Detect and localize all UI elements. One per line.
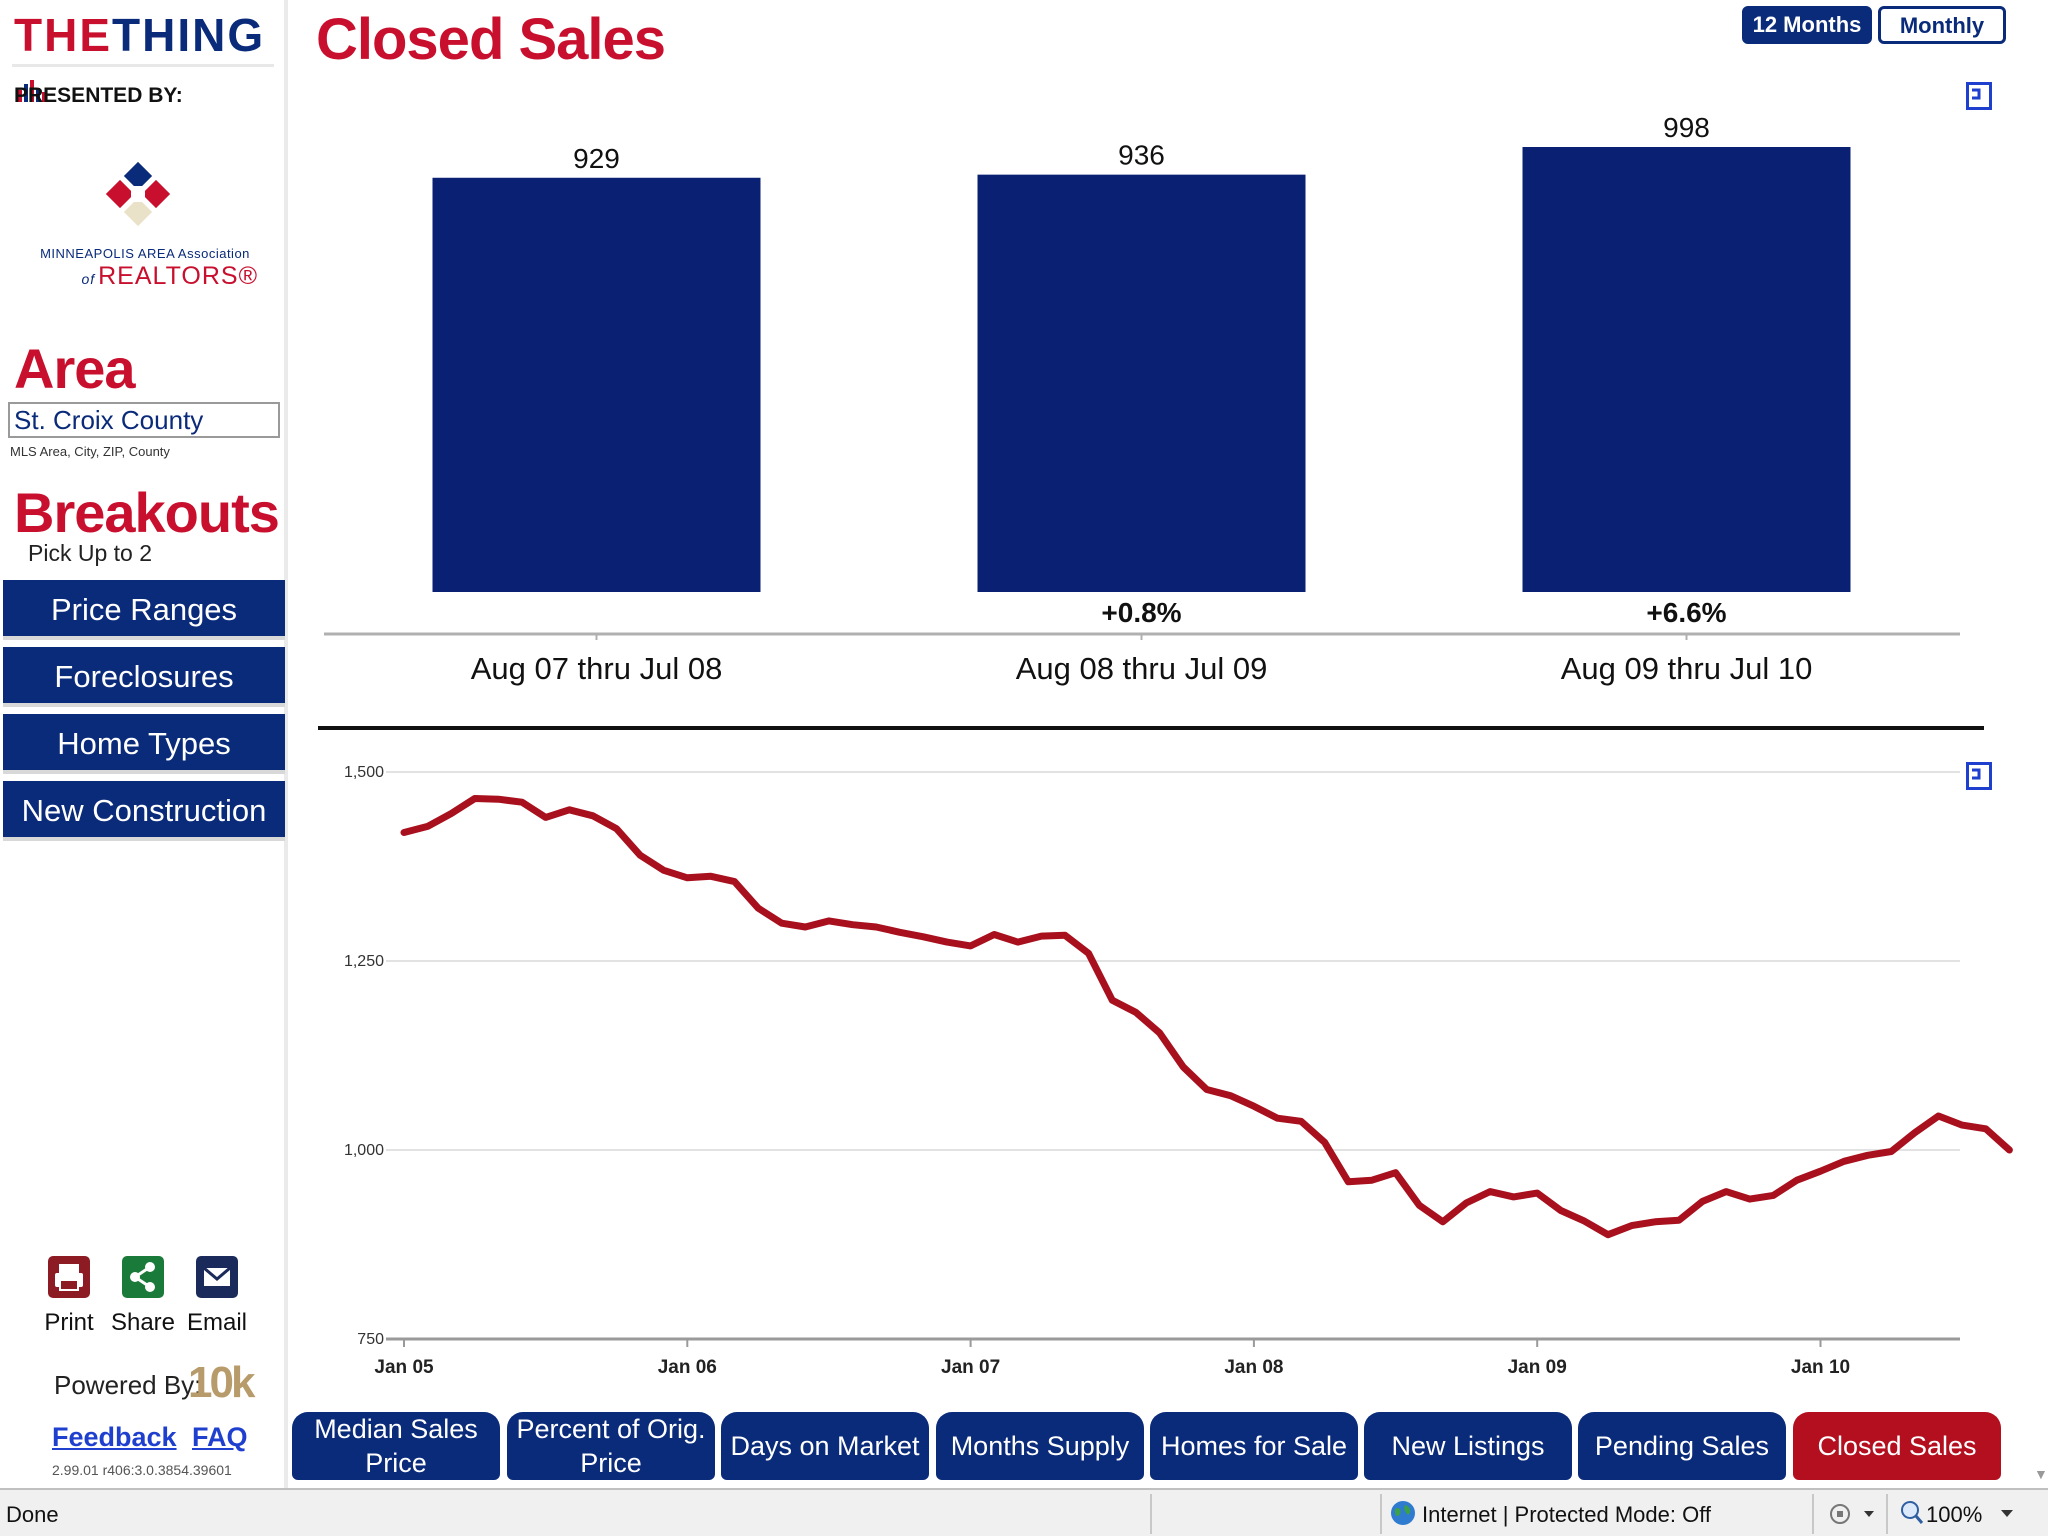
bar-category-label: Aug 09 thru Jul 10 bbox=[1561, 651, 1813, 686]
bar-chart-icon bbox=[18, 80, 46, 102]
breakout-foreclosures-button[interactable]: Foreclosures bbox=[3, 647, 285, 707]
breakout-home-types-button[interactable]: Home Types bbox=[3, 714, 285, 774]
status-separator bbox=[1380, 1494, 1382, 1534]
zoom-dropdown-icon[interactable] bbox=[2000, 1506, 2014, 1520]
faq-link[interactable]: FAQ bbox=[192, 1422, 248, 1452]
email-action[interactable]: Email bbox=[182, 1256, 252, 1337]
breakout-price-ranges-button[interactable]: Price Ranges bbox=[3, 580, 285, 640]
zoom-icon bbox=[1901, 1501, 1924, 1524]
tab-percent-of-orig-price[interactable]: Percent of Orig. Price bbox=[507, 1412, 715, 1480]
bar bbox=[1522, 147, 1851, 592]
tab-label: Median Sales Price bbox=[314, 1414, 478, 1478]
sponsor-name-line1: MINNEAPOLIS AREA Association bbox=[40, 246, 250, 261]
bar-category-label: Aug 08 thru Jul 09 bbox=[1016, 651, 1268, 686]
print-action[interactable]: Print bbox=[34, 1256, 104, 1337]
tab-label: Pending Sales bbox=[1594, 1431, 1770, 1461]
print-label: Print bbox=[44, 1309, 94, 1336]
feedback-link[interactable]: Feedback bbox=[52, 1422, 177, 1452]
bar-category-label: Aug 07 thru Jul 08 bbox=[471, 651, 723, 686]
area-heading: Area bbox=[14, 337, 136, 400]
x-tick-label: Jan 09 bbox=[1508, 1357, 1567, 1378]
bar-chart: 929 Aug 07 thru Jul 08 936 +0.8% Aug 08 thru… bbox=[324, 112, 1960, 686]
tab-months-supply[interactable]: Months Supply bbox=[936, 1412, 1144, 1480]
powered-by-label: Powered By: bbox=[54, 1370, 202, 1400]
bar-value-label: 929 bbox=[573, 143, 620, 174]
email-icon bbox=[196, 1256, 238, 1298]
monthly-toggle[interactable]: Monthly bbox=[1878, 6, 2006, 44]
area-hint: MLS Area, City, ZIP, County bbox=[10, 444, 170, 459]
y-tick-label: 1,500 bbox=[344, 764, 384, 781]
bar-value-label: 936 bbox=[1118, 140, 1165, 171]
breakouts-hint: Pick Up to 2 bbox=[28, 540, 152, 566]
tab-new-listings[interactable]: New Listings bbox=[1364, 1412, 1572, 1480]
x-tick-label: Jan 08 bbox=[1224, 1357, 1283, 1378]
y-tick-label: 750 bbox=[357, 1331, 384, 1348]
status-separator bbox=[1812, 1494, 1814, 1534]
expand-bar-chart-icon[interactable] bbox=[1966, 82, 1992, 110]
logo-divider bbox=[12, 64, 274, 67]
tab-label: Closed Sales bbox=[1817, 1431, 1977, 1461]
status-separator bbox=[1150, 1494, 1152, 1534]
sponsor-realtors-text: REALTORS® bbox=[98, 262, 258, 290]
x-tick-label: Jan 07 bbox=[941, 1357, 1000, 1378]
page-title: Closed Sales bbox=[316, 7, 666, 72]
tab-label: New Listings bbox=[1391, 1431, 1545, 1461]
chart-divider bbox=[318, 726, 1984, 730]
tab-pending-sales[interactable]: Pending Sales bbox=[1578, 1412, 1786, 1480]
tab-label: Months Supply bbox=[950, 1431, 1130, 1461]
protected-mode-icon[interactable] bbox=[1828, 1502, 1878, 1526]
share-label: Share bbox=[110, 1309, 176, 1336]
tab-days-on-market[interactable]: Days on Market bbox=[721, 1412, 929, 1480]
bar bbox=[432, 177, 761, 592]
tab-closed-sales[interactable]: Closed Sales bbox=[1793, 1412, 2001, 1480]
line-chart: 1,500 1,250 1,000 750 Jan 05 Jan 06 Jan 07 Jan … bbox=[344, 764, 2013, 1378]
security-zone-text: Internet | Protected Mode: Off bbox=[1422, 1502, 1712, 1527]
email-label: Email bbox=[186, 1309, 247, 1336]
bar-change-label: +6.6% bbox=[1646, 597, 1726, 628]
x-tick-label: Jan 06 bbox=[658, 1357, 717, 1378]
tab-homes-for-sale[interactable]: Homes for Sale bbox=[1150, 1412, 1358, 1480]
expand-line-chart-icon[interactable] bbox=[1966, 762, 1992, 790]
share-icon bbox=[122, 1256, 164, 1298]
series-line bbox=[400, 795, 2013, 1239]
tab-median-sales-price[interactable]: Median Sales Price bbox=[292, 1412, 500, 1480]
version-text: 2.99.01 r406:3.0.3854.39601 bbox=[52, 1462, 232, 1478]
logo-thing-text: THING bbox=[112, 9, 266, 61]
y-tick-label: 1,000 bbox=[344, 1142, 384, 1159]
breakouts-heading: Breakouts bbox=[14, 481, 280, 544]
status-text: Done bbox=[6, 1502, 59, 1527]
bar bbox=[977, 174, 1306, 592]
thething-logo[interactable]: THETHING bbox=[14, 9, 284, 102]
x-tick-label: Jan 05 bbox=[374, 1357, 434, 1378]
share-action[interactable]: Share bbox=[108, 1256, 178, 1337]
realtors-association-logo bbox=[105, 161, 171, 227]
presented-by-label: PRESENTED BY: bbox=[14, 84, 183, 107]
tab-label: Days on Market bbox=[730, 1431, 920, 1461]
10k-logo[interactable]: 10k bbox=[188, 1358, 255, 1407]
sponsor-name-line2: of REALTORS® bbox=[30, 262, 260, 291]
bar-value-label: 998 bbox=[1663, 112, 1710, 143]
print-icon bbox=[48, 1256, 90, 1298]
x-tick-label: Jan 10 bbox=[1791, 1357, 1850, 1378]
status-separator bbox=[1886, 1494, 1888, 1534]
zoom-level[interactable]: 100% bbox=[1926, 1502, 1983, 1527]
twelve-months-toggle[interactable]: 12 Months bbox=[1742, 6, 1872, 44]
area-input[interactable] bbox=[8, 402, 280, 438]
breakout-new-construction-button[interactable]: New Construction bbox=[3, 781, 285, 841]
sidebar: THETHING PRESENTED BY: MINNEAPOLIS AREA … bbox=[0, 0, 288, 1488]
logo-the-text: THE bbox=[14, 9, 112, 61]
bar-change-label: +0.8% bbox=[1101, 597, 1181, 628]
y-tick-label: 1,250 bbox=[344, 953, 384, 970]
sponsor-of-text: of bbox=[81, 271, 96, 287]
scroll-down-arrow-icon[interactable]: ▼ bbox=[2034, 1466, 2048, 1482]
tab-label: Percent of Orig. Price bbox=[516, 1414, 706, 1478]
browser-status-bar: Done Internet | Protected Mode: Off 100% bbox=[0, 1488, 2048, 1536]
globe-icon bbox=[1391, 1501, 1415, 1525]
tab-label: Homes for Sale bbox=[1160, 1431, 1348, 1461]
